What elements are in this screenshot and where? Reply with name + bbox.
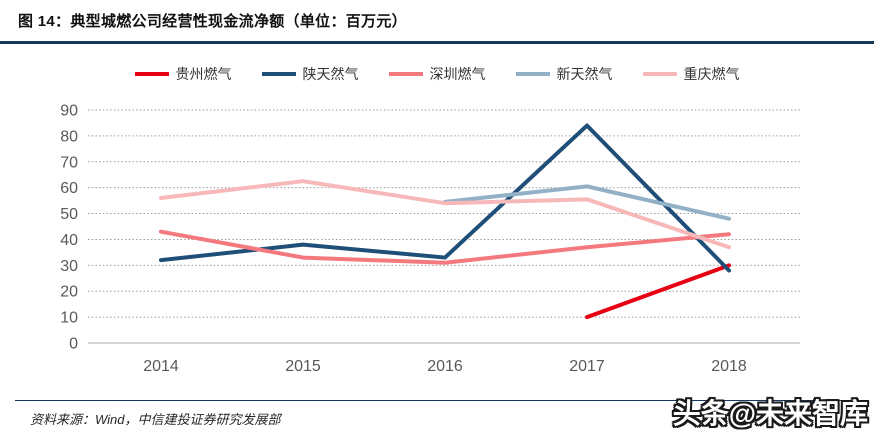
- legend-label: 新天然气: [556, 66, 613, 82]
- legend-label: 深圳燃气: [429, 66, 486, 82]
- series-line: [585, 263, 731, 320]
- x-tick-label: 2016: [427, 358, 463, 375]
- legend-swatch: [134, 72, 169, 76]
- legend-swatch: [261, 72, 296, 76]
- y-tick-label: 70: [60, 154, 78, 171]
- line-chart: 0 10 20 30 40 50 60 70 80 90 2014 2015 2016 2017 2018: [60, 103, 800, 375]
- y-tick-label: 20: [60, 284, 78, 301]
- y-tick-label: 60: [60, 180, 78, 197]
- source-note: 资料来源：Wind，中信建投证券研究发展部: [30, 412, 281, 427]
- footer-divider: [15, 400, 858, 401]
- x-tick-label: 2018: [711, 358, 747, 375]
- watermark: 头条@未来智库: [672, 398, 868, 429]
- y-tick-label: 30: [60, 258, 78, 275]
- series-line: [159, 179, 731, 250]
- legend-item: 新天然气: [515, 64, 613, 84]
- legend-swatch: [515, 72, 550, 76]
- legend-item: 陕天然气: [261, 64, 359, 84]
- x-tick-label: 2014: [143, 358, 179, 375]
- series-line: [159, 229, 731, 265]
- legend-swatch: [388, 72, 423, 76]
- chart-legend: 贵州燃气 陕天然气 深圳燃气 新天然气 重庆燃气: [0, 64, 874, 84]
- legend-swatch: [642, 72, 677, 76]
- legend-label: 贵州燃气: [175, 66, 232, 82]
- x-tick-label: 2017: [569, 358, 605, 375]
- y-tick-label: 0: [69, 336, 78, 353]
- figure-title: 图 14：典型城燃公司经营性现金流净额（单位：百万元）: [18, 13, 407, 30]
- y-tick-label: 10: [60, 310, 78, 327]
- x-tick-label: 2015: [285, 358, 321, 375]
- legend-item: 重庆燃气: [642, 64, 740, 84]
- y-tick-label: 40: [60, 232, 78, 249]
- y-tick-label: 90: [60, 103, 78, 120]
- title-divider: [0, 41, 874, 44]
- legend-item: 深圳燃气: [388, 64, 486, 84]
- legend-item: 贵州燃气: [134, 64, 232, 84]
- y-tick-label: 80: [60, 128, 78, 145]
- series-line: [443, 184, 731, 221]
- y-tick-label: 50: [60, 206, 78, 223]
- legend-label: 重庆燃气: [683, 66, 740, 82]
- legend-label: 陕天然气: [302, 66, 359, 82]
